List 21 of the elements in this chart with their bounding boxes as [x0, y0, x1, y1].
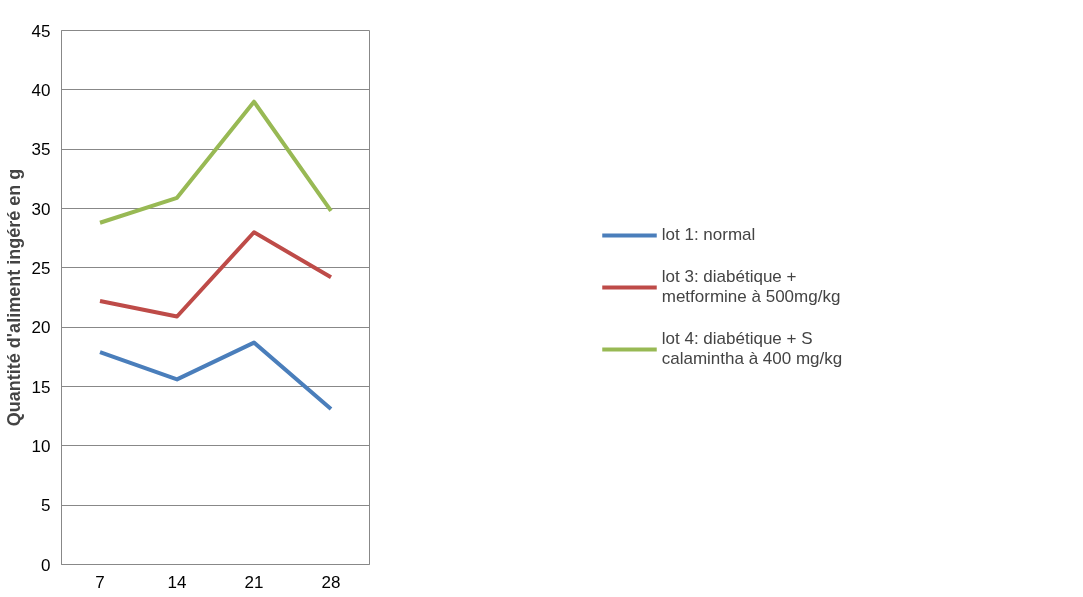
y-axis-title: Quantité d'aliment ingéré en g	[3, 168, 24, 427]
legend-label: lot 4: diabétique + S calamintha à 400 mg/kg	[661, 329, 843, 369]
line-series	[98, 340, 333, 412]
y-tick-label: 35	[31, 140, 51, 160]
x-tick-label: 21	[244, 572, 264, 592]
x-tick-label: 28	[321, 572, 341, 592]
legend-label: lot 3: diabétique + metformine à 500mg/kg	[661, 267, 841, 307]
y-tick-label: 25	[31, 258, 51, 278]
y-tick-label: 0	[41, 555, 51, 575]
y-tick-label: 20	[31, 318, 51, 338]
y-tick-label: 15	[31, 377, 51, 397]
y-tick-label: 45	[31, 21, 51, 41]
legend-label: lot 1: normal	[661, 225, 756, 245]
line-series	[98, 230, 333, 319]
y-tick-label: 5	[41, 496, 51, 516]
y-tick-label: 30	[31, 199, 51, 219]
x-tick-label: 14	[167, 572, 187, 592]
x-tick-label: 7	[95, 572, 105, 592]
y-tick-label: 10	[31, 436, 51, 456]
line-series	[98, 99, 333, 225]
y-tick-label: 40	[31, 80, 51, 100]
